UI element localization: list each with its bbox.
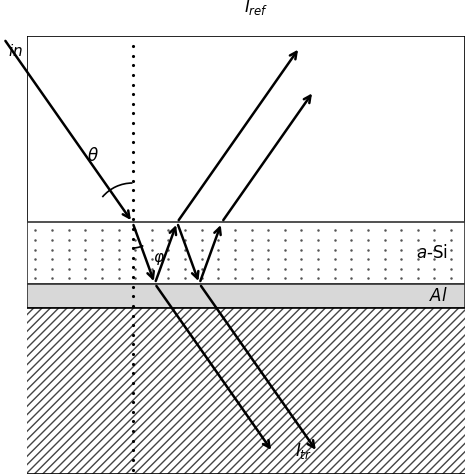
Text: $\mathit{Al}$: $\mathit{Al}$ (429, 287, 447, 305)
Text: $\mathit{I}_{\mathit{tr}}$: $\mathit{I}_{\mathit{tr}}$ (295, 441, 312, 461)
Text: $\mathit{I}_{\mathit{ref}}$: $\mathit{I}_{\mathit{ref}}$ (244, 0, 268, 17)
Text: $\theta$: $\theta$ (87, 147, 99, 165)
Bar (27, 222, 465, 283)
Text: $\mathit{in}$: $\mathit{in}$ (8, 43, 23, 59)
Bar (27, 283, 465, 308)
Text: $\varphi$: $\varphi$ (153, 251, 164, 267)
Bar (27, 308, 465, 474)
Text: $\mathit{a}$-Si: $\mathit{a}$-Si (416, 244, 447, 262)
